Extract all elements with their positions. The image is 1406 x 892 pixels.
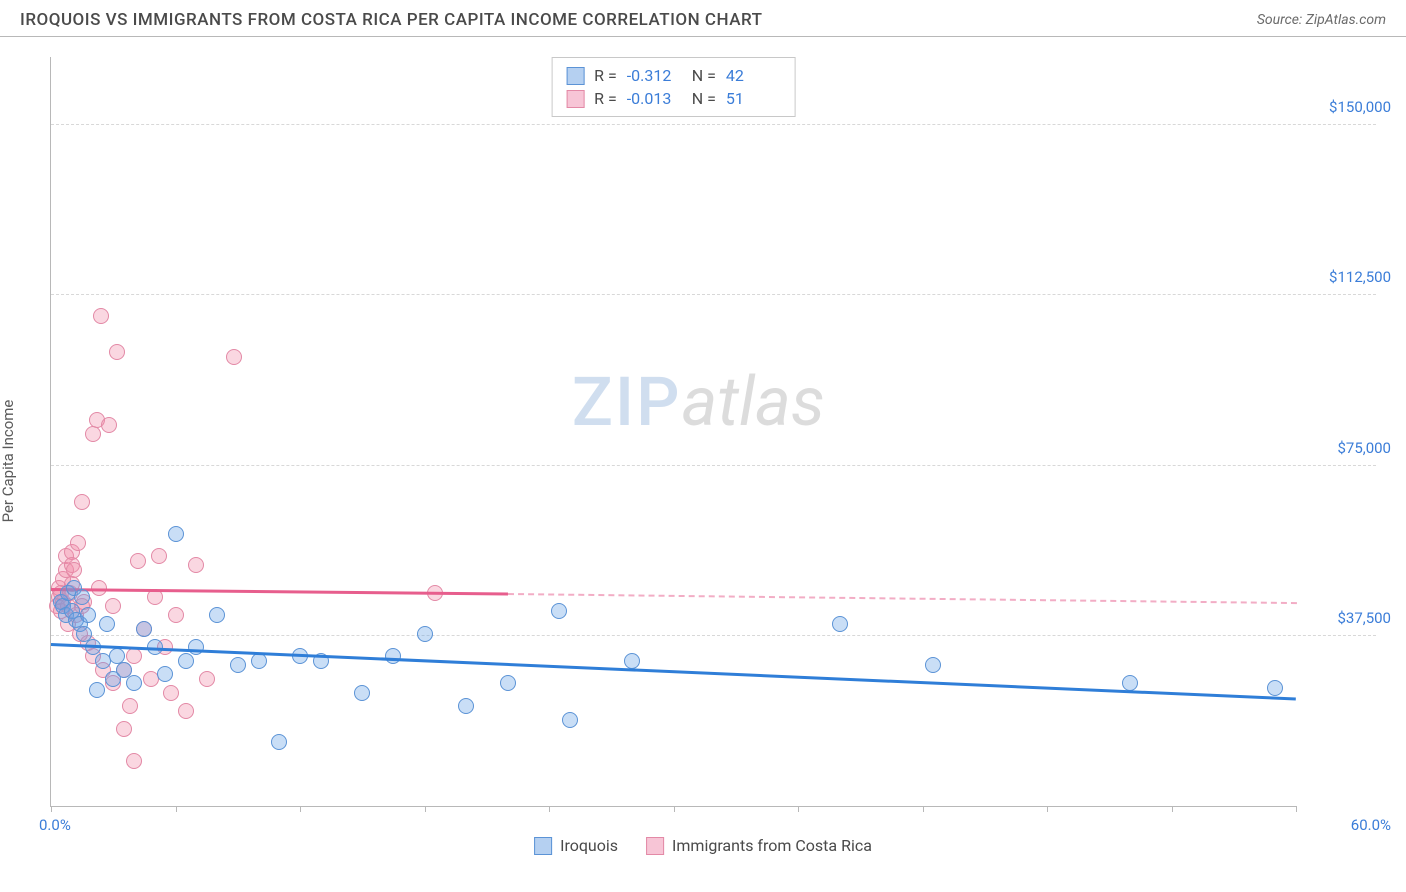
legend-item-1: Iroquois — [534, 836, 618, 855]
scatter-point — [226, 349, 242, 365]
legend-swatch-2 — [646, 837, 664, 855]
scatter-point — [126, 753, 142, 769]
watermark-zip: ZIP — [572, 362, 682, 442]
scatter-point — [251, 653, 267, 669]
r-value-1: -0.312 — [627, 66, 682, 85]
n-label: N = — [692, 66, 716, 85]
correlation-stats-box: R = -0.312 N = 42 R = -0.013 N = 51 — [551, 57, 796, 117]
legend-label-2: Immigrants from Costa Rica — [672, 836, 872, 855]
scatter-point — [89, 682, 105, 698]
scatter-point — [109, 344, 125, 360]
legend: Iroquois Immigrants from Costa Rica — [534, 836, 872, 855]
plot-region: ZIPatlas R = -0.312 N = 42 R = -0.013 N … — [50, 57, 1296, 807]
y-tick-label: $37,500 — [1337, 609, 1391, 627]
scatter-point — [136, 621, 152, 637]
r-value-2: -0.013 — [627, 89, 682, 108]
source-attribution: Source: ZipAtlas.com — [1257, 12, 1386, 28]
x-tick — [549, 806, 550, 812]
scatter-point — [85, 426, 101, 442]
gridline — [51, 465, 1376, 466]
scatter-point — [122, 698, 138, 714]
scatter-point — [70, 535, 86, 551]
swatch-series2 — [566, 90, 584, 108]
scatter-point — [126, 648, 142, 664]
scatter-point — [458, 698, 474, 714]
y-tick-label: $150,000 — [1329, 98, 1391, 116]
scatter-point — [199, 671, 215, 687]
swatch-series1 — [566, 67, 584, 85]
scatter-point — [832, 616, 848, 632]
scatter-point — [157, 666, 173, 682]
scatter-point — [925, 657, 941, 673]
scatter-point — [1267, 680, 1283, 696]
scatter-point — [500, 675, 516, 691]
watermark-atlas: atlas — [682, 362, 825, 442]
x-tick — [923, 806, 924, 812]
scatter-point — [74, 494, 90, 510]
scatter-point — [271, 734, 287, 750]
n-value-2: 51 — [726, 89, 781, 108]
chart-title: IROQUOIS VS IMMIGRANTS FROM COSTA RICA P… — [20, 10, 763, 30]
scatter-point — [101, 417, 117, 433]
x-tick — [176, 806, 177, 812]
scatter-point — [417, 626, 433, 642]
scatter-point — [562, 712, 578, 728]
scatter-point — [126, 675, 142, 691]
scatter-point — [93, 308, 109, 324]
stats-row-series2: R = -0.013 N = 51 — [566, 87, 781, 110]
r-label: R = — [594, 89, 617, 108]
x-tick — [425, 806, 426, 812]
scatter-point — [230, 657, 246, 673]
x-tick — [300, 806, 301, 812]
scatter-point — [385, 648, 401, 664]
chart-area: Per Capita Income ZIPatlas R = -0.312 N … — [0, 37, 1406, 867]
scatter-point — [151, 548, 167, 564]
x-tick — [1296, 806, 1297, 812]
x-min-label: 0.0% — [39, 816, 71, 834]
x-tick — [1172, 806, 1173, 812]
scatter-point — [178, 703, 194, 719]
scatter-point — [99, 616, 115, 632]
scatter-point — [163, 685, 179, 701]
scatter-point — [80, 607, 96, 623]
n-label: N = — [692, 89, 716, 108]
scatter-point — [188, 639, 204, 655]
legend-label-1: Iroquois — [560, 836, 618, 855]
legend-item-2: Immigrants from Costa Rica — [646, 836, 872, 855]
y-tick-label: $112,500 — [1329, 268, 1391, 286]
y-tick-label: $75,000 — [1337, 439, 1391, 457]
scatter-point — [116, 721, 132, 737]
scatter-point — [130, 553, 146, 569]
scatter-point — [209, 607, 225, 623]
scatter-point — [178, 653, 194, 669]
r-label: R = — [594, 66, 617, 85]
n-value-1: 42 — [726, 66, 781, 85]
x-tick — [51, 806, 52, 812]
x-tick — [798, 806, 799, 812]
x-max-label: 60.0% — [1351, 816, 1391, 834]
scatter-point — [551, 603, 567, 619]
scatter-point — [74, 589, 90, 605]
scatter-point — [188, 557, 204, 573]
scatter-point — [168, 607, 184, 623]
scatter-point — [105, 598, 121, 614]
legend-swatch-1 — [534, 837, 552, 855]
trend-line-extrapolated — [507, 593, 1296, 604]
gridline — [51, 294, 1376, 295]
x-tick — [1047, 806, 1048, 812]
gridline — [51, 635, 1376, 636]
scatter-point — [354, 685, 370, 701]
scatter-point — [168, 526, 184, 542]
watermark: ZIPatlas — [572, 362, 825, 442]
scatter-point — [624, 653, 640, 669]
chart-header: IROQUOIS VS IMMIGRANTS FROM COSTA RICA P… — [0, 0, 1406, 37]
gridline — [51, 124, 1376, 125]
y-axis-label: Per Capita Income — [0, 400, 17, 523]
stats-row-series1: R = -0.312 N = 42 — [566, 64, 781, 87]
x-tick — [674, 806, 675, 812]
